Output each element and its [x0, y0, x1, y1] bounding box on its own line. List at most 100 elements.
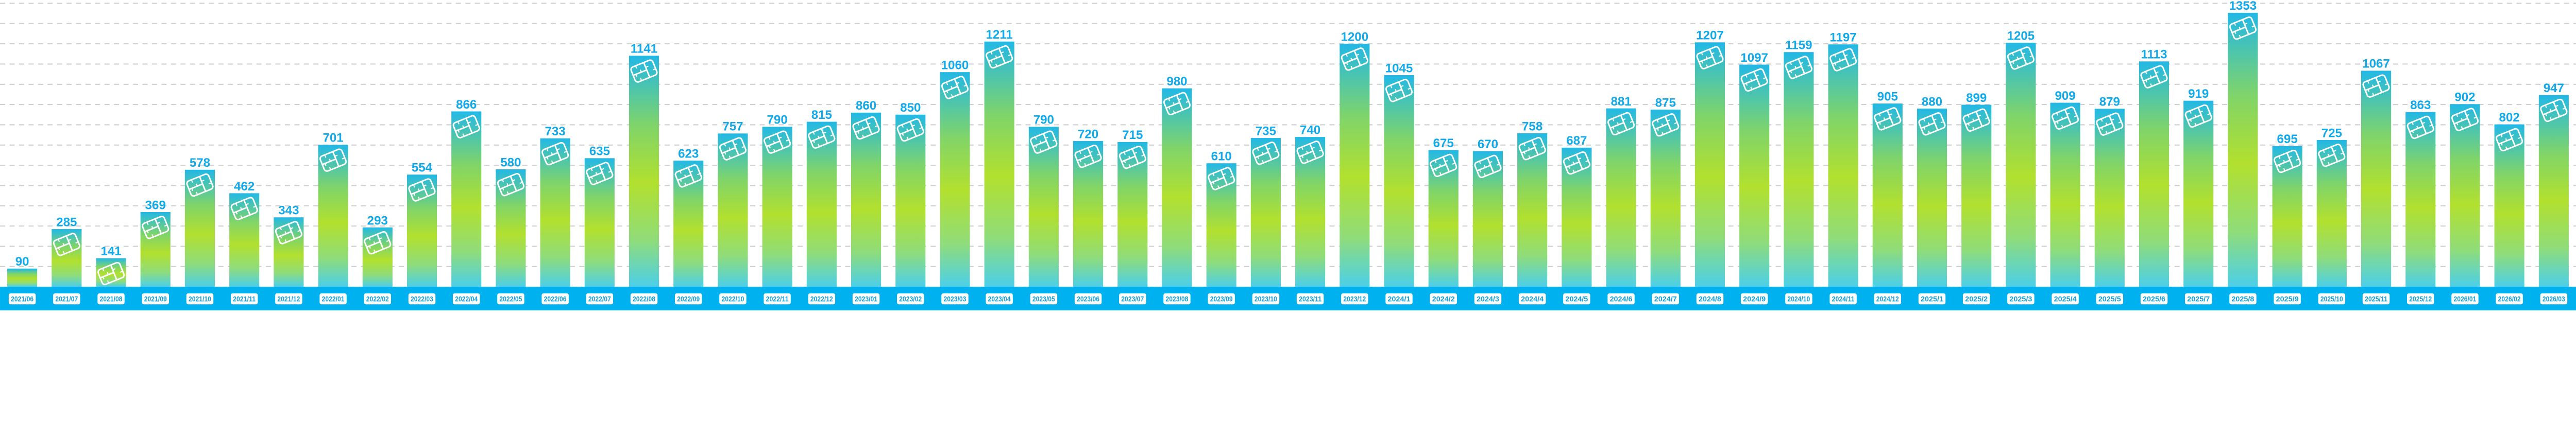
- x-label-pill: [808, 293, 836, 305]
- bar: [1961, 104, 1992, 287]
- bar: [496, 169, 526, 287]
- x-label-pill: [1652, 293, 1679, 305]
- x-label-pill: [452, 293, 480, 305]
- x-label-pill: [1119, 293, 1146, 305]
- value-label: 90: [15, 255, 29, 269]
- bar: [1206, 163, 1236, 287]
- value-label: 578: [190, 156, 210, 170]
- x-tick-label: 2021/12: [277, 295, 300, 303]
- x-label-pill: [941, 293, 969, 305]
- bar: [851, 112, 882, 287]
- value-label: 757: [722, 120, 743, 134]
- x-tick-label: 2024/5: [1565, 295, 1588, 303]
- value-label: 802: [2499, 111, 2520, 125]
- value-label: 293: [367, 214, 388, 227]
- x-tick-label: 2025/9: [2276, 295, 2299, 303]
- bar: [7, 268, 38, 287]
- value-label: 623: [678, 147, 699, 161]
- bar: [2094, 109, 2125, 287]
- x-tick-label: 2021/10: [189, 295, 211, 303]
- x-tick-label: 2021/09: [144, 295, 167, 303]
- x-tick-label: 2024/6: [1610, 295, 1633, 303]
- bar: [1739, 64, 1770, 287]
- bar: [184, 169, 215, 287]
- bar: [895, 114, 926, 287]
- bar: [1917, 108, 1947, 287]
- x-tick-label: 2024/9: [1743, 295, 1766, 303]
- x-label-pill: [1474, 293, 1502, 305]
- x-tick-label: 2025/1: [1921, 295, 1943, 303]
- x-tick-label: 2023/10: [1255, 295, 1277, 303]
- value-label: 610: [1211, 150, 1232, 164]
- x-label-pill: [8, 293, 36, 305]
- value-label: 343: [278, 204, 299, 218]
- x-tick-label: 2022/02: [366, 295, 389, 303]
- x-tick-label: 2023/02: [899, 295, 922, 303]
- x-label-pill: [1074, 293, 1102, 305]
- x-label-pill: [2229, 293, 2257, 305]
- x-label-pill: [142, 293, 169, 305]
- value-label: 815: [811, 108, 832, 122]
- bar: [2538, 95, 2569, 287]
- x-label-pill: [2540, 293, 2568, 305]
- bar: [1828, 44, 1858, 287]
- value-label: 919: [2188, 87, 2209, 101]
- value-label: 720: [1078, 127, 1098, 141]
- x-label-pill: [2274, 293, 2301, 305]
- value-label: 905: [1877, 90, 1898, 103]
- x-label-pill: [1962, 293, 1990, 305]
- x-label-pill: [2451, 293, 2479, 305]
- bar: [2050, 102, 2080, 287]
- value-label: 725: [2321, 126, 2342, 140]
- x-tick-label: 2023/03: [943, 295, 966, 303]
- x-tick-label: 2022/06: [544, 295, 567, 303]
- x-label-pill: [1740, 293, 1768, 305]
- x-tick-label: 2022/03: [411, 295, 433, 303]
- x-label-pill: [1874, 293, 1902, 305]
- x-tick-label: 2024/12: [1876, 295, 1899, 303]
- x-tick-label: 2024/2: [1432, 295, 1455, 303]
- value-label: 980: [1166, 75, 1187, 89]
- value-label: 860: [856, 99, 876, 113]
- x-tick-label: 2025/7: [2187, 295, 2210, 303]
- bar: [1784, 52, 1814, 287]
- bar: [2494, 124, 2524, 287]
- x-tick-label: 2026/03: [2543, 295, 2565, 303]
- value-label: 635: [589, 145, 610, 159]
- bars: 90 285 141 369 578 462 343 701 293 554 866 580 733 63…: [7, 0, 2569, 287]
- bar: [718, 133, 748, 287]
- x-tick-label: 2022/11: [766, 295, 789, 303]
- x-label-pill: [275, 293, 302, 305]
- x-label-pill: [186, 293, 214, 305]
- x-tick-label: 2025/12: [2409, 295, 2432, 303]
- value-label: 899: [1966, 91, 1987, 105]
- bar: [1340, 44, 1370, 287]
- x-tick-label: 2024/11: [1832, 295, 1855, 303]
- x-tick-label: 2023/04: [988, 295, 1011, 303]
- x-label-pill: [497, 293, 524, 305]
- value-label: 670: [1478, 137, 1498, 151]
- bar: [1872, 103, 1903, 287]
- value-label: 790: [767, 113, 788, 127]
- x-label-pill: [53, 293, 80, 305]
- value-label: 701: [323, 131, 343, 145]
- x-tick-label: 2023/08: [1166, 295, 1189, 303]
- value-label: 733: [545, 125, 566, 138]
- x-tick-label: 2025/2: [1965, 295, 1988, 303]
- value-label: 866: [456, 98, 477, 112]
- x-label-pill: [1829, 293, 1857, 305]
- bar: [629, 56, 659, 287]
- x-tick-label: 2023/12: [1343, 295, 1366, 303]
- x-label-pill: [2496, 293, 2523, 305]
- value-label: 947: [2544, 81, 2564, 95]
- x-tick-label: 2024/7: [1654, 295, 1677, 303]
- bar: [1606, 108, 1636, 287]
- x-label-pill: [852, 293, 880, 305]
- value-label: 141: [100, 244, 121, 258]
- x-tick-label: 2024/4: [1521, 295, 1544, 303]
- value-label: 1045: [1385, 61, 1413, 75]
- x-label-pill: [1607, 293, 1635, 305]
- value-label: 1113: [2141, 48, 2167, 62]
- bar: [762, 127, 792, 287]
- x-tick-label: 2022/09: [677, 295, 700, 303]
